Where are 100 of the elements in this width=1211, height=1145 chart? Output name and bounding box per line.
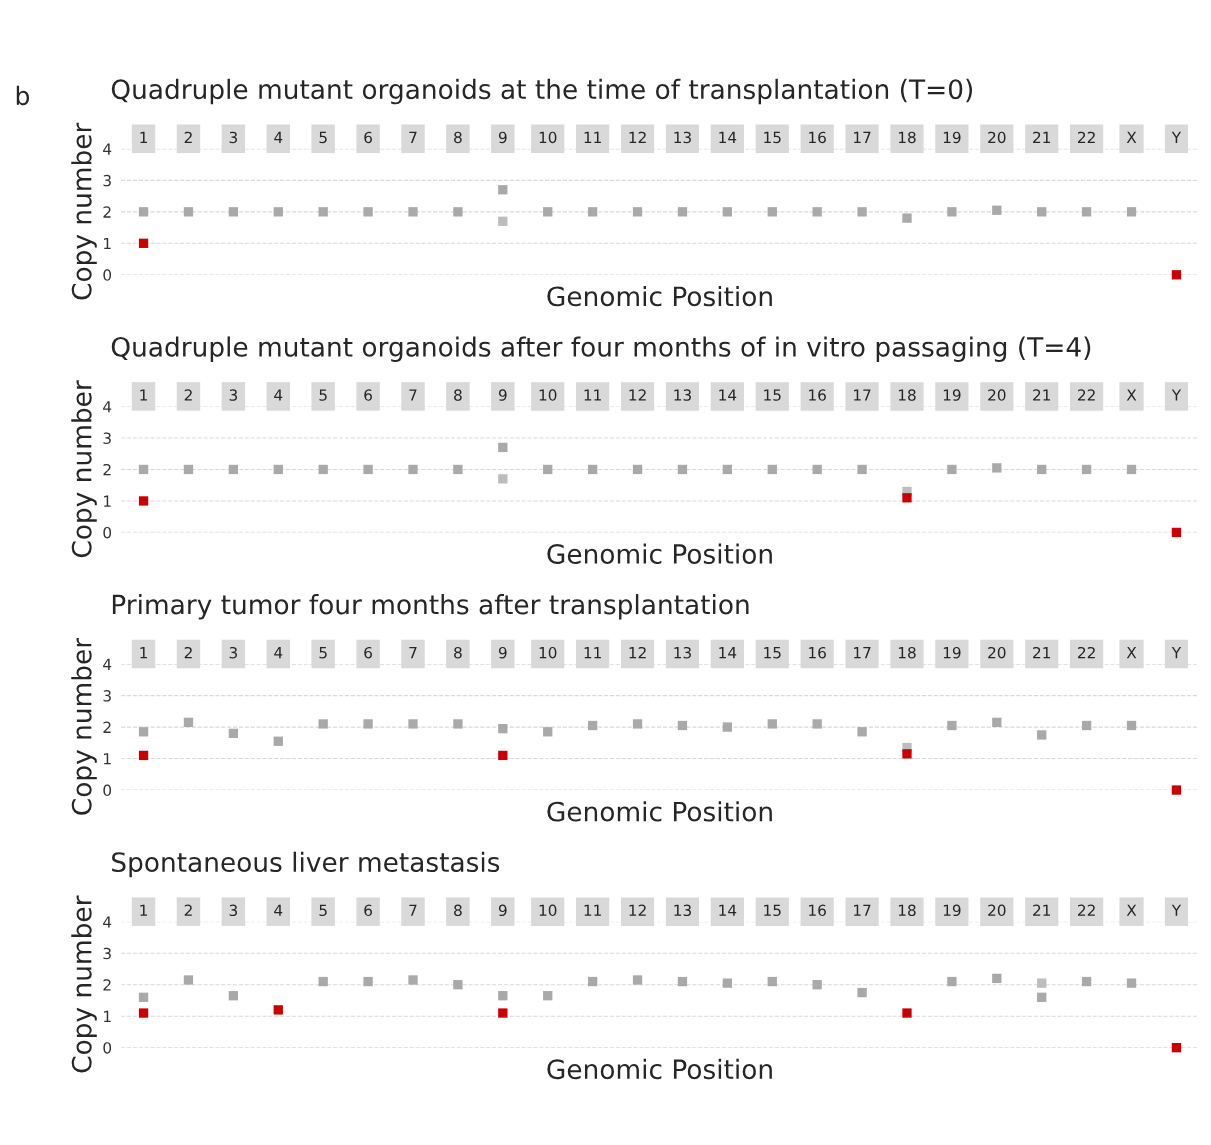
point <box>498 1008 508 1018</box>
point <box>1171 785 1182 795</box>
x-tick-label: 12 <box>629 646 646 659</box>
point <box>453 207 463 217</box>
point <box>1126 978 1137 988</box>
x-tick-label: 3 <box>229 389 238 401</box>
point <box>1171 527 1182 538</box>
point <box>138 750 149 761</box>
point <box>947 464 957 475</box>
chart-title: Spontaneous liver metastasis <box>112 851 500 878</box>
x-tick-label: X <box>1126 131 1137 143</box>
x-tick-label: 2 <box>184 389 192 401</box>
x-tick-label: 15 <box>764 389 781 401</box>
y-tick-label: 2 <box>103 206 111 218</box>
point <box>857 207 867 217</box>
point <box>228 207 239 217</box>
point <box>992 205 1002 215</box>
x-tick-label: 22 <box>1078 131 1095 143</box>
point <box>453 464 463 475</box>
point <box>677 976 688 987</box>
x-tick-label: 13 <box>674 131 691 144</box>
point <box>408 719 418 729</box>
point <box>632 207 643 217</box>
point <box>183 975 194 985</box>
point <box>318 464 328 475</box>
point <box>1037 978 1047 988</box>
y-tick-label: 2 <box>103 979 111 991</box>
x-tick-label: 8 <box>454 389 462 401</box>
x-tick-label: 4 <box>274 131 283 143</box>
x-tick-label: Y <box>1171 389 1182 401</box>
x-axis-title: Genomic Position <box>547 801 772 822</box>
point <box>812 207 822 217</box>
point <box>1126 207 1137 217</box>
point <box>1126 720 1137 731</box>
point <box>767 719 777 729</box>
x-tick-label: 13 <box>674 904 691 917</box>
y-axis-title: Copy number <box>71 122 97 300</box>
x-tick-label: 11 <box>584 389 601 401</box>
point <box>1171 270 1182 280</box>
x-tick-label: 12 <box>629 389 646 401</box>
point <box>138 207 149 217</box>
x-tick-label: 4 <box>274 389 283 401</box>
x-tick-label: 14 <box>719 131 737 143</box>
y-tick-label: 3 <box>103 174 111 187</box>
x-tick-label: 8 <box>454 646 462 659</box>
x-tick-label: 2 <box>184 904 192 916</box>
chart-title: Quadruple mutant organoids at the time of transplantation (T=0) <box>111 78 973 105</box>
x-tick-label: 6 <box>364 646 372 659</box>
point <box>992 463 1002 473</box>
x-tick-label: 17 <box>854 647 871 659</box>
x-tick-label: 19 <box>943 131 961 144</box>
point <box>318 207 328 217</box>
point <box>138 464 149 475</box>
x-tick-label: 7 <box>409 131 417 143</box>
point <box>273 1005 283 1015</box>
point <box>543 991 553 1001</box>
x-tick-label: 1 <box>140 131 147 143</box>
x-tick-label: 2 <box>184 646 192 659</box>
point <box>902 1008 912 1018</box>
point <box>812 719 822 729</box>
x-tick-label: 9 <box>498 389 507 401</box>
point <box>1081 720 1092 731</box>
point <box>228 728 239 739</box>
point <box>1171 1043 1182 1053</box>
y-tick-label: 1 <box>104 495 111 507</box>
x-tick-label: 1 <box>140 389 147 401</box>
x-tick-label: 4 <box>274 647 283 659</box>
x-tick-label: 4 <box>274 904 283 916</box>
x-tick-label: 1 <box>140 904 147 916</box>
x-tick-label: 13 <box>674 389 691 401</box>
point <box>228 991 239 1001</box>
x-tick-label: 7 <box>409 904 417 916</box>
y-tick-label: 3 <box>103 947 111 960</box>
point <box>543 464 553 475</box>
x-tick-label: 15 <box>764 904 781 917</box>
point <box>363 976 373 987</box>
point <box>677 207 688 217</box>
x-tick-label: 16 <box>809 389 826 401</box>
x-tick-label: 15 <box>764 131 781 144</box>
point <box>363 207 373 217</box>
x-tick-label: 18 <box>898 131 916 144</box>
point <box>947 976 957 987</box>
point <box>228 464 239 475</box>
x-tick-label: 21 <box>1033 389 1051 401</box>
point <box>498 991 508 1001</box>
point <box>902 213 912 223</box>
point <box>138 238 149 248</box>
point <box>1081 976 1092 987</box>
x-tick-label: 21 <box>1033 646 1051 659</box>
point <box>1081 207 1092 217</box>
point <box>677 720 688 731</box>
x-tick-label: X <box>1126 389 1137 401</box>
point <box>138 496 149 506</box>
y-axis-title: Copy number <box>71 380 97 558</box>
x-tick-label: 19 <box>943 904 961 917</box>
x-tick-label: 1 <box>140 647 147 659</box>
point <box>587 976 598 987</box>
point <box>587 720 598 731</box>
point <box>498 442 508 453</box>
point <box>363 464 373 475</box>
